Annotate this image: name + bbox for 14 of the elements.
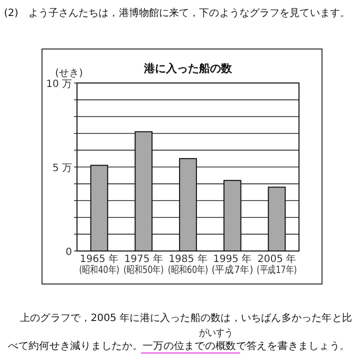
x-tick-label: 2005 年 (平成17年)	[256, 254, 297, 276]
y-tick-label: 5 万	[52, 163, 72, 174]
x-tick-label: 1965 年 (昭和40年)	[79, 254, 120, 276]
text: (2) よう子さんたちは，港博物館に来て，下のようなグラフを見ています。	[4, 7, 350, 19]
y-tick-label: 10 万	[46, 79, 72, 90]
text: べて約何せき減りましたか。一万の位までの概数で答えを書きましょう。	[8, 340, 350, 352]
y-axis-title: (せき)	[55, 68, 83, 79]
x-tick-label: 1985 年 (昭和60年)	[168, 254, 208, 276]
y-tick-label: 0	[66, 247, 72, 258]
x-tick-label: 1995 年 (平成7年)	[212, 254, 254, 276]
chart-title: 港に入った船の数	[143, 62, 233, 75]
x-tick-label: 1975 年 (昭和50年)	[123, 254, 164, 276]
text: 上のグラフで，2005 年に港に入った船の数は，いちばん多かった年と比	[20, 312, 352, 324]
text: がいすう	[199, 328, 239, 339]
